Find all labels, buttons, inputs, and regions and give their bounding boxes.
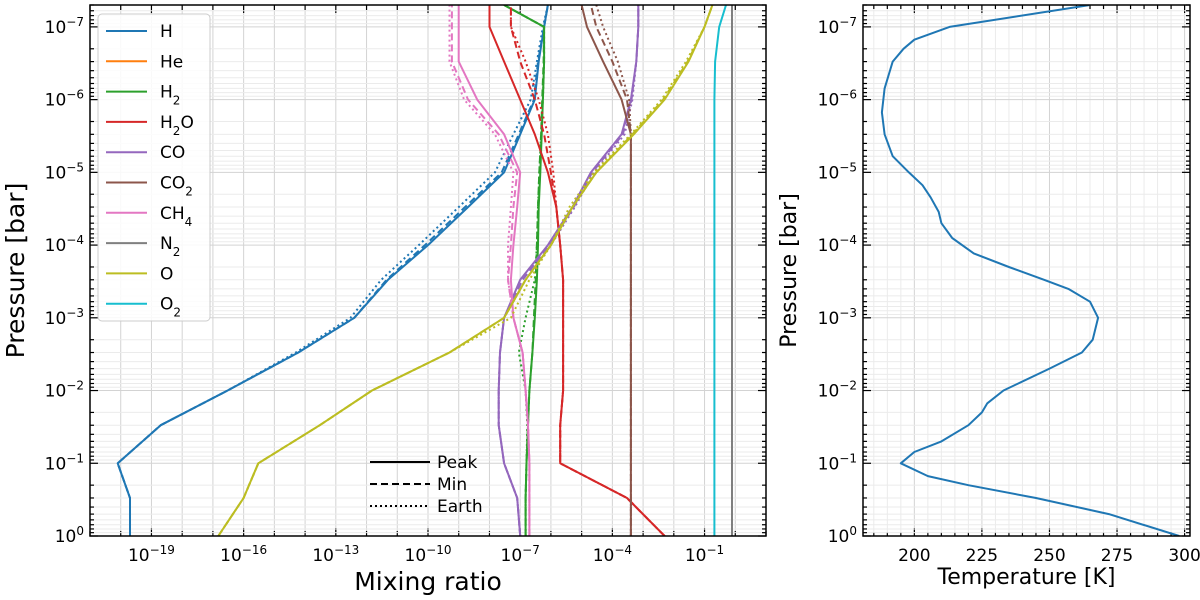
style-legend-label: Peak bbox=[437, 453, 478, 473]
temp-x-tick-label: 225 bbox=[966, 546, 998, 566]
series-group bbox=[116, 5, 733, 536]
legend-label: N2 bbox=[160, 234, 180, 259]
temp-y-tick-label: 10−6 bbox=[818, 88, 857, 111]
legend-label: H bbox=[160, 22, 173, 42]
legend-box bbox=[97, 13, 211, 322]
temp-y-tick-label: 10−7 bbox=[818, 15, 857, 38]
series-line-O-dotted bbox=[217, 5, 714, 536]
temp-y-tick-label: 10−3 bbox=[818, 306, 857, 329]
series-line-H-dotted bbox=[116, 5, 549, 536]
temp-y-tick-label: 10−5 bbox=[818, 160, 857, 183]
x-tick-label: 10−4 bbox=[593, 543, 632, 566]
x-tick-label: 10−16 bbox=[220, 543, 267, 566]
x-tick-label: 10−1 bbox=[685, 543, 724, 566]
legend-label: H2O bbox=[160, 113, 194, 138]
x-tick-label: 10−13 bbox=[312, 543, 359, 566]
legend-label: He bbox=[160, 52, 183, 72]
temp-x-axis-title: Temperature [K] bbox=[937, 565, 1116, 590]
style-legend-label: Min bbox=[437, 475, 467, 495]
y-tick-label: 10−7 bbox=[45, 15, 84, 38]
series-line-O-dashed bbox=[217, 5, 714, 536]
x-axis-title: Mixing ratio bbox=[354, 567, 502, 596]
plot-frame bbox=[89, 4, 767, 537]
temp-x-tick-label: 200 bbox=[898, 546, 930, 566]
style-legend-label: Earth bbox=[437, 497, 483, 517]
series-line-CO₂-dotted bbox=[595, 5, 632, 536]
series-line-H₂O-dashed bbox=[509, 5, 666, 536]
y-tick-label: 10−3 bbox=[45, 306, 84, 329]
temp-x-tick-label: 300 bbox=[1168, 546, 1200, 566]
temp-y-tick-label: 10−2 bbox=[818, 379, 857, 402]
y-tick-label: 100 bbox=[55, 524, 84, 547]
y-tick-label: 10−2 bbox=[45, 379, 84, 402]
y-tick-label: 10−4 bbox=[45, 233, 84, 256]
legend-label: CH4 bbox=[160, 204, 192, 229]
y-tick-label: 10−5 bbox=[45, 160, 84, 183]
x-tick-label: 10−10 bbox=[405, 543, 452, 566]
temp-x-tick-label: 275 bbox=[1101, 546, 1133, 566]
legend-label: O bbox=[160, 264, 173, 284]
temp-y-tick-label: 10−4 bbox=[818, 233, 857, 256]
x-tick-label: 10−7 bbox=[501, 543, 540, 566]
mixing-ratio-chart: 100 10−1 10−2 10−3 10−4 10−5 10−6 10−7 10−19 10−1… bbox=[1, 4, 767, 596]
series-line-O₂-solid bbox=[713, 5, 727, 536]
legend-label: CO bbox=[160, 143, 185, 163]
series-line-H-dashed bbox=[116, 5, 549, 536]
series-line-H₂-dotted bbox=[503, 5, 546, 536]
y-tick-label: 10−1 bbox=[45, 451, 84, 474]
y-tick-label: 10−6 bbox=[45, 88, 84, 111]
temp-y-tick-label: 100 bbox=[828, 524, 857, 547]
legend-label: H2 bbox=[160, 83, 180, 108]
series-line-CH₄-dotted bbox=[448, 5, 531, 536]
temperature-chart: 100 10−1 10−2 10−3 10−4 10−5 10−6 10−7 200 225 250… bbox=[777, 4, 1200, 590]
temp-y-axis-title: Pressure [bar] bbox=[777, 193, 802, 348]
plot-frame bbox=[862, 4, 1191, 537]
x-tick-label: 10−19 bbox=[128, 543, 175, 566]
temperature-profile-line bbox=[880, 5, 1180, 536]
y-axis-title: Pressure [bar] bbox=[1, 183, 30, 359]
legend-label: O2 bbox=[160, 295, 181, 320]
temp-x-tick-label: 250 bbox=[1033, 546, 1065, 566]
legend-label: CO2 bbox=[160, 174, 193, 199]
temperature-series-group bbox=[880, 5, 1180, 536]
temp-y-tick-label: 10−1 bbox=[818, 451, 857, 474]
